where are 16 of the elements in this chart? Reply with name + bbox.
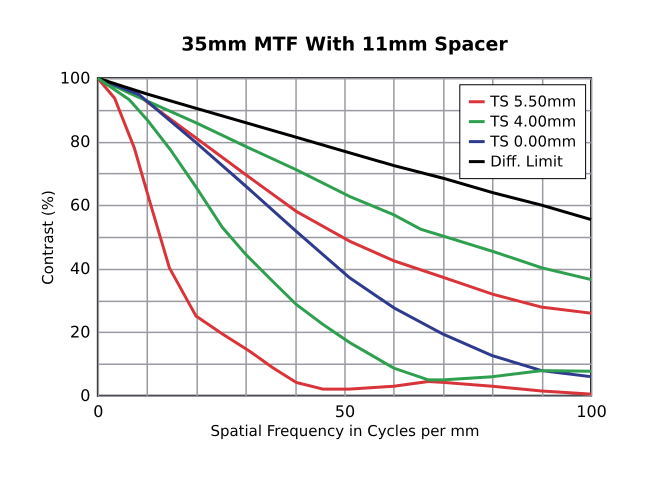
legend-label: TS 5.50mm [489,92,576,111]
legend-label: TS 0.00mm [489,132,576,151]
x-axis-title: Spatial Frequency in Cycles per mm [210,422,480,440]
y-tick-label: 60 [70,196,90,215]
legend-label: Diff. Limit [490,152,564,171]
y-tick-label: 100 [60,68,90,88]
y-tick-label: 0 [80,386,90,406]
legend-label: TS 4.00mm [489,112,576,131]
y-tick-label: 20 [70,322,90,342]
y-tick-label: 40 [70,259,90,278]
x-tick-label: 50 [334,402,356,422]
chart-title: 35mm MTF With 11mm Spacer [181,33,508,56]
y-axis-title: Contrast (%) [38,190,57,285]
x-tick-label: 100 [576,402,607,422]
x-tick-label: 0 [93,402,104,422]
y-tick-label: 80 [70,132,90,152]
